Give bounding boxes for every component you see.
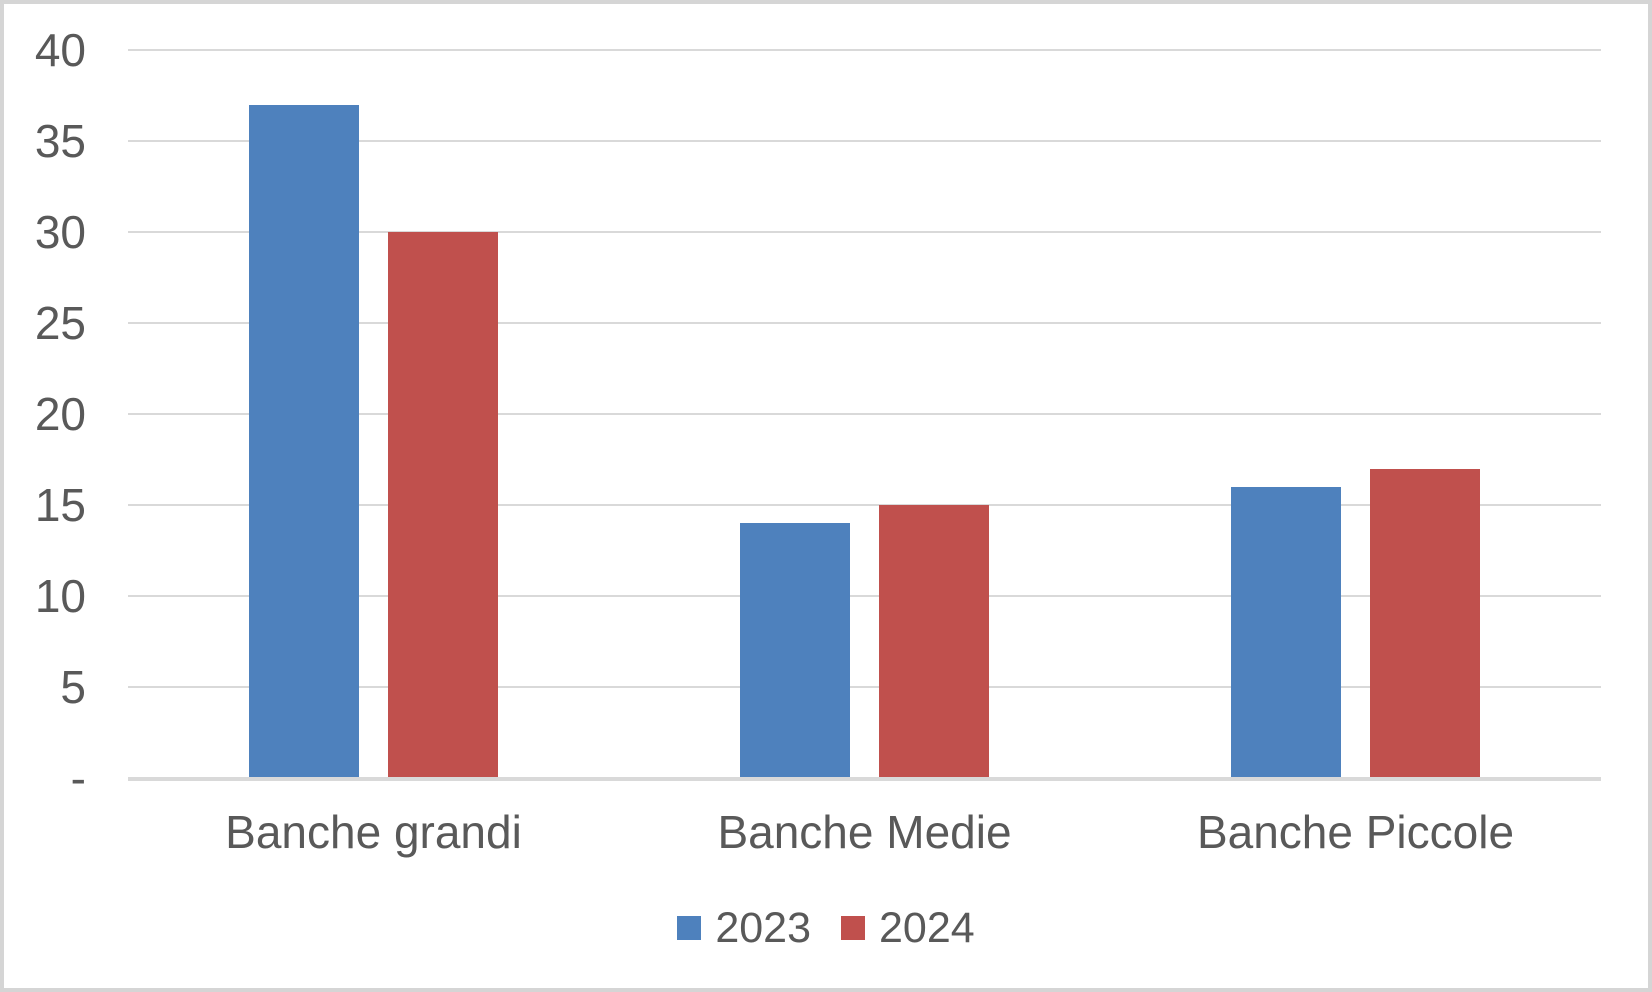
- legend-item-2024: 2024: [841, 904, 975, 952]
- gridline-35: [128, 140, 1601, 142]
- gridline-15: [128, 504, 1601, 506]
- x-category-label-banche-piccole: Banche Piccole: [1196, 806, 1515, 858]
- gridline-25: [128, 322, 1601, 324]
- x-axis-line: [128, 777, 1601, 781]
- gridline-30: [128, 231, 1601, 233]
- bar-2023-banche-piccole: [1231, 486, 1341, 778]
- y-tick-label-15: 15: [34, 479, 86, 531]
- bar-2024-banche-grandi: [388, 232, 498, 778]
- legend: 2023 2024: [4, 900, 1648, 956]
- bar-2023-banche-grandi: [249, 104, 359, 778]
- x-category-label-banche-medie: Banche Medie: [717, 806, 1012, 858]
- legend-swatch-2024-icon: [841, 916, 865, 940]
- y-tick-label-30: 30: [34, 206, 86, 258]
- legend-item-2023: 2023: [677, 904, 811, 952]
- bar-2024-banche-medie: [879, 505, 989, 778]
- bar-2024-banche-piccole: [1370, 468, 1480, 778]
- gridline-5: [128, 686, 1601, 688]
- gridline-10: [128, 595, 1601, 597]
- y-tick-label-0: -: [70, 752, 86, 804]
- y-tick-label-5: 5: [60, 661, 86, 713]
- y-tick-label-35: 35: [34, 115, 86, 167]
- y-tick-label-10: 10: [34, 570, 86, 622]
- gridline-20: [128, 413, 1601, 415]
- gridline-40: [128, 49, 1601, 51]
- x-category-label-banche-grandi: Banche grandi: [225, 806, 522, 858]
- bar-2023-banche-medie: [740, 523, 850, 778]
- y-tick-label-20: 20: [34, 388, 86, 440]
- legend-swatch-2023-icon: [677, 916, 702, 940]
- y-tick-label-40: 40: [34, 24, 86, 76]
- legend-label-2023: 2023: [715, 904, 811, 952]
- legend-label-2024: 2024: [879, 904, 975, 952]
- y-tick-label-25: 25: [34, 297, 86, 349]
